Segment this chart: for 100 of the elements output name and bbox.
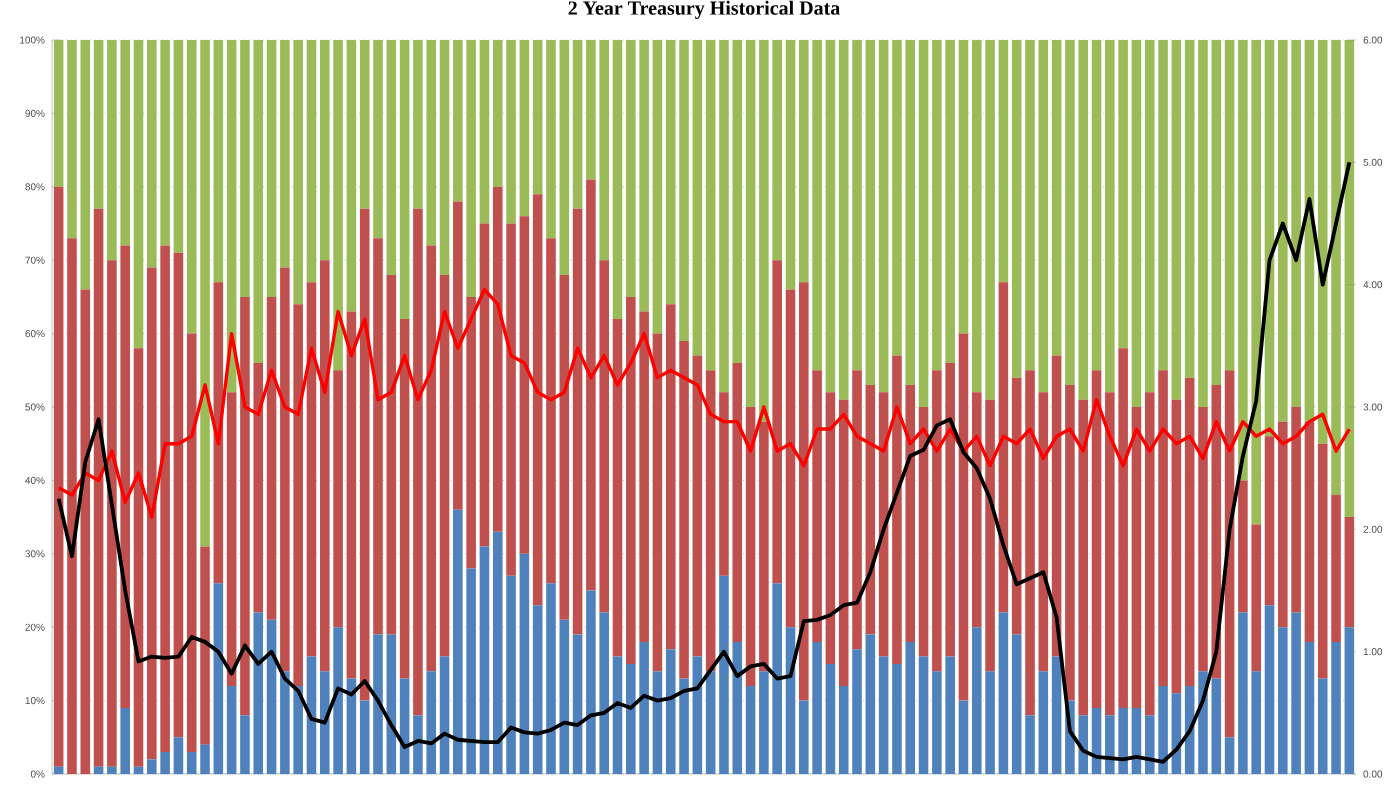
bar — [865, 39, 876, 385]
bar — [173, 252, 184, 738]
bar — [705, 671, 716, 774]
bar — [399, 318, 410, 679]
bar — [1131, 407, 1142, 708]
bar — [825, 392, 836, 664]
bar — [519, 216, 530, 554]
bar — [306, 39, 317, 283]
bar — [1091, 39, 1102, 371]
bar — [825, 39, 836, 393]
bar — [612, 656, 623, 774]
bar — [1224, 39, 1235, 371]
bar — [386, 39, 397, 275]
bar — [532, 605, 543, 774]
bar — [1038, 671, 1049, 774]
bar — [93, 208, 104, 767]
bar — [546, 39, 556, 239]
bar — [173, 39, 184, 253]
bar — [692, 39, 703, 356]
bar — [745, 685, 756, 774]
bar — [652, 39, 663, 334]
bar — [133, 39, 144, 349]
bar — [1224, 737, 1235, 774]
bar — [439, 274, 450, 657]
bar — [226, 685, 237, 774]
bar — [1184, 377, 1195, 686]
bar — [1171, 39, 1182, 400]
bar — [1091, 370, 1102, 708]
bar — [173, 737, 184, 774]
bar — [213, 583, 224, 774]
bar — [1038, 39, 1049, 393]
bar — [572, 634, 583, 774]
bar — [479, 546, 490, 774]
bar — [1011, 634, 1022, 774]
bar — [612, 318, 623, 657]
bar — [958, 700, 969, 774]
bar — [359, 700, 370, 774]
bar — [479, 39, 490, 224]
bar — [133, 766, 144, 774]
bar — [825, 663, 836, 774]
bar — [559, 619, 570, 774]
bar — [399, 39, 410, 319]
bar — [1264, 436, 1275, 606]
bar — [1264, 605, 1275, 774]
bar — [705, 370, 716, 672]
bar — [1011, 39, 1022, 378]
bar — [386, 274, 397, 635]
bar — [93, 766, 104, 774]
bar — [559, 274, 570, 620]
bar — [53, 766, 64, 774]
bar — [439, 39, 450, 275]
bar — [1051, 39, 1062, 356]
bar — [865, 634, 876, 774]
bar — [213, 39, 224, 283]
bar — [306, 282, 317, 657]
bar — [93, 39, 104, 209]
bar — [1171, 399, 1182, 694]
bar — [359, 39, 370, 209]
bar — [998, 39, 1009, 283]
bar — [745, 39, 756, 407]
bar — [998, 612, 1009, 774]
bar — [572, 39, 583, 209]
bar — [652, 671, 663, 774]
bar — [532, 194, 543, 606]
bar — [705, 39, 716, 371]
bar — [346, 311, 357, 679]
bar — [1344, 627, 1355, 774]
bar — [692, 355, 703, 657]
bar — [559, 39, 570, 275]
bar — [918, 39, 929, 407]
bar — [1025, 39, 1035, 371]
bar — [1131, 39, 1142, 407]
bar — [373, 634, 383, 774]
bar — [878, 656, 889, 774]
bar — [546, 583, 556, 774]
bar — [359, 208, 370, 701]
bar — [439, 656, 450, 774]
bar — [572, 208, 583, 635]
bar — [266, 39, 277, 297]
bar — [346, 39, 357, 312]
bar — [226, 392, 237, 686]
bar — [266, 296, 277, 620]
bar — [1051, 656, 1062, 774]
bar — [546, 238, 556, 584]
chart-title: 2 Year Treasury Historical Data — [568, 0, 840, 19]
bar — [785, 289, 796, 628]
bar — [479, 223, 490, 547]
bar — [266, 619, 277, 774]
bar — [958, 333, 969, 701]
bar — [373, 39, 383, 239]
bar — [918, 656, 929, 774]
bar — [918, 407, 929, 657]
bar — [1025, 715, 1035, 774]
bar — [958, 39, 969, 334]
bar — [1184, 39, 1195, 378]
bar — [373, 238, 383, 635]
bar — [519, 553, 530, 774]
bar — [1344, 39, 1355, 518]
bar — [652, 333, 663, 672]
bar — [1025, 370, 1035, 716]
